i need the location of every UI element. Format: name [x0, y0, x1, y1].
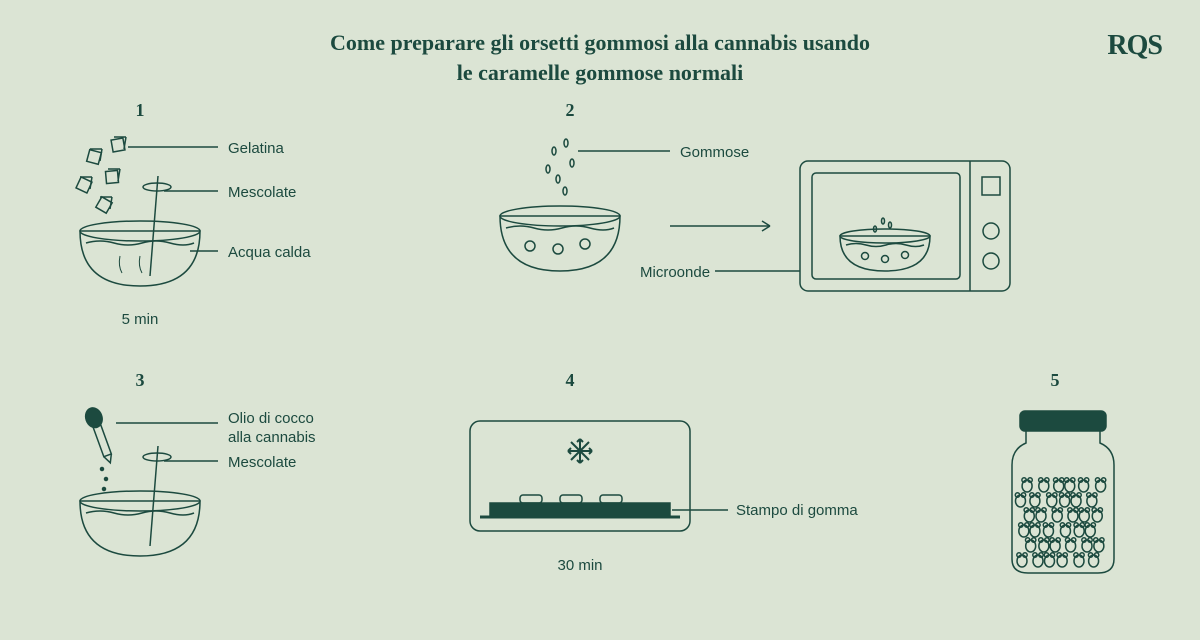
brand-logo: RQS	[1107, 30, 1162, 62]
step-1: 1 Gelatina Mescolate Acqua cald	[60, 100, 380, 328]
step-5-number: 5	[990, 370, 1120, 391]
step-5-illustration	[990, 391, 1150, 591]
label-gommose: Gommose	[680, 144, 749, 161]
step-2-illustration	[470, 121, 1030, 311]
step-1-illustration	[60, 121, 380, 311]
label-mescolate-3: Mescolate	[228, 454, 296, 471]
infographic-title: Come preparare gli orsetti gommosi alla …	[0, 0, 1200, 87]
label-gelatina: Gelatina	[228, 140, 284, 157]
step-2-number: 2	[510, 100, 630, 121]
step-4-number: 4	[510, 370, 630, 391]
step-1-time: 5 min	[60, 311, 220, 328]
step-3: 3 Olio di coccoalla cannabis Mesc	[60, 370, 400, 581]
step-3-number: 3	[80, 370, 200, 391]
step-4-time: 30 min	[450, 557, 710, 574]
step-4: 4 Stampo di gomma 30 min	[450, 370, 870, 574]
label-olio: Olio di coccoalla cannabis	[228, 410, 316, 448]
step-2: 2	[470, 100, 1030, 311]
label-mescolate-1: Mescolate	[228, 184, 296, 201]
step-5: 5	[990, 370, 1170, 591]
label-acqua: Acqua calda	[228, 244, 311, 261]
step-1-number: 1	[80, 100, 200, 121]
label-microonde: Microonde	[640, 264, 710, 281]
step-4-illustration	[450, 391, 870, 561]
label-stampo: Stampo di gomma	[736, 502, 858, 519]
